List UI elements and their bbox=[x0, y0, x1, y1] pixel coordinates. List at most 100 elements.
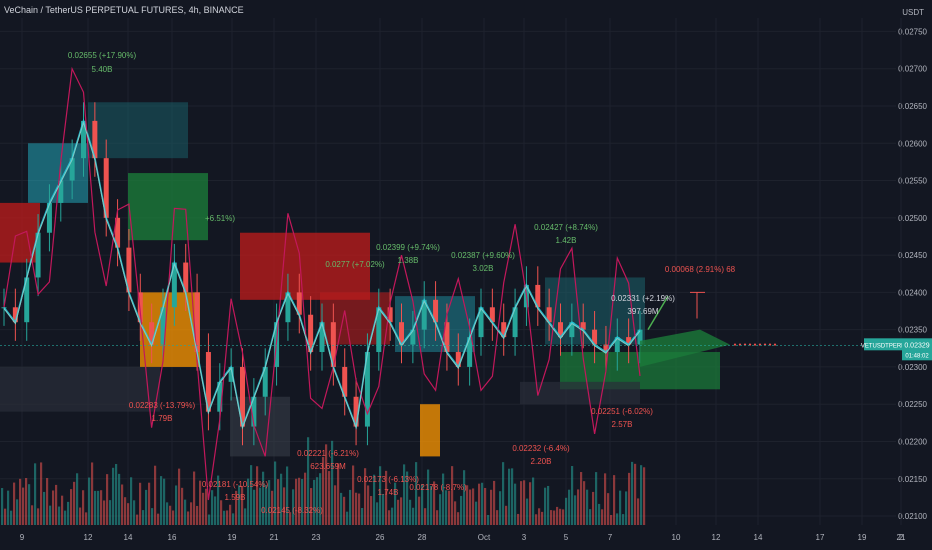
x-tick-label: 7 bbox=[608, 533, 613, 542]
candle-body[interactable] bbox=[580, 322, 586, 330]
volume-bar bbox=[403, 464, 406, 525]
volume-bar bbox=[448, 490, 451, 525]
candle-body[interactable] bbox=[569, 322, 575, 338]
volume-bar bbox=[391, 507, 394, 525]
volume-bar bbox=[382, 493, 385, 525]
volume-bar bbox=[28, 484, 31, 525]
candle-body[interactable] bbox=[308, 314, 314, 353]
candle-body[interactable] bbox=[69, 158, 75, 181]
volume-bar bbox=[298, 477, 301, 525]
candle-body[interactable] bbox=[535, 284, 541, 308]
volume-bar bbox=[100, 490, 103, 525]
candle-body[interactable] bbox=[467, 337, 473, 367]
volume-bar bbox=[226, 510, 229, 525]
candle-body[interactable] bbox=[364, 352, 370, 427]
volume-bar bbox=[406, 471, 409, 525]
candle-body[interactable] bbox=[81, 120, 86, 159]
candle-body[interactable] bbox=[58, 180, 64, 203]
volume-bar bbox=[409, 499, 412, 525]
volume-bar bbox=[205, 488, 208, 525]
candle-body[interactable] bbox=[46, 202, 52, 233]
x-tick-label: Oct bbox=[478, 533, 491, 542]
candle-body[interactable] bbox=[637, 329, 643, 345]
y-tick-label: 0.02100 bbox=[898, 512, 927, 521]
candle-body[interactable] bbox=[12, 307, 18, 323]
candle-body[interactable] bbox=[501, 322, 507, 338]
volume-bar bbox=[361, 508, 364, 525]
volume-bar bbox=[379, 466, 382, 525]
volume-bar bbox=[142, 510, 145, 525]
candle-body[interactable] bbox=[149, 322, 155, 345]
candle-body[interactable] bbox=[376, 307, 382, 353]
candle-body[interactable] bbox=[387, 307, 393, 323]
volume-bar bbox=[289, 512, 292, 525]
candle-body[interactable] bbox=[444, 322, 450, 353]
candle-body[interactable] bbox=[626, 337, 632, 345]
candle-body[interactable] bbox=[330, 322, 336, 367]
volume-bar bbox=[610, 514, 613, 525]
candle-body[interactable] bbox=[433, 299, 439, 323]
candle-body[interactable] bbox=[546, 307, 552, 323]
volume-bar bbox=[136, 514, 139, 525]
candle-body[interactable] bbox=[217, 381, 223, 412]
candle-body[interactable] bbox=[183, 262, 189, 293]
volume-bar bbox=[187, 511, 190, 525]
volume-bar bbox=[616, 513, 619, 525]
candle-body[interactable] bbox=[103, 158, 109, 218]
volume-bar bbox=[637, 498, 640, 525]
candle-body[interactable] bbox=[558, 322, 563, 338]
candle-body[interactable] bbox=[126, 247, 132, 293]
y-tick-label: 0.02200 bbox=[898, 437, 927, 446]
volume-bar bbox=[43, 491, 46, 525]
volume-bar bbox=[517, 513, 520, 525]
candle-body[interactable] bbox=[160, 307, 166, 345]
candle-body[interactable] bbox=[35, 232, 41, 278]
volume-bar bbox=[130, 477, 133, 525]
candle-body[interactable] bbox=[319, 322, 325, 353]
candle-body[interactable] bbox=[115, 217, 121, 248]
candle-body[interactable] bbox=[251, 396, 257, 427]
candle-body[interactable] bbox=[240, 366, 245, 427]
volume-bar bbox=[79, 507, 82, 525]
annotation-label: 2.20B bbox=[531, 457, 552, 466]
volume-bar bbox=[565, 497, 568, 525]
price-tag-value: 0.02329 bbox=[904, 342, 929, 349]
candle-body[interactable] bbox=[421, 299, 427, 330]
candle-body[interactable] bbox=[614, 337, 620, 353]
volume-bar bbox=[343, 496, 346, 525]
volume-bar bbox=[241, 485, 244, 525]
volume-bar bbox=[19, 478, 22, 525]
volume-bar bbox=[373, 474, 376, 525]
candle-body[interactable] bbox=[205, 352, 211, 412]
volume-bar bbox=[322, 457, 325, 525]
candle-body[interactable] bbox=[285, 292, 291, 323]
volume-bar bbox=[475, 501, 478, 525]
candle-body[interactable] bbox=[342, 366, 348, 397]
annotation-label: 0.02283 (-13.79%) bbox=[129, 401, 196, 410]
candle-body[interactable] bbox=[353, 396, 359, 427]
candle-body[interactable] bbox=[410, 329, 416, 345]
candle-body[interactable] bbox=[399, 322, 404, 345]
candle-body[interactable] bbox=[455, 352, 461, 367]
volume-bar bbox=[283, 487, 286, 525]
candle-body[interactable] bbox=[24, 277, 30, 323]
candle-body[interactable] bbox=[478, 307, 484, 338]
volume-bar bbox=[544, 487, 547, 525]
volume-bar bbox=[424, 508, 427, 525]
candle-body[interactable] bbox=[194, 292, 200, 353]
x-tick-label: 21 bbox=[897, 533, 906, 542]
volume-bar bbox=[595, 472, 598, 525]
candle-body[interactable] bbox=[171, 262, 177, 308]
volume-bar bbox=[562, 509, 565, 525]
candle-body[interactable] bbox=[592, 329, 598, 345]
candle-body[interactable] bbox=[92, 120, 98, 159]
candle-body[interactable] bbox=[603, 344, 609, 353]
candle-body[interactable] bbox=[262, 366, 268, 397]
candle-body[interactable] bbox=[228, 366, 234, 382]
candle-body[interactable] bbox=[296, 292, 302, 315]
candle-body[interactable] bbox=[489, 307, 495, 323]
candle-body[interactable] bbox=[512, 307, 518, 338]
volume-bar bbox=[169, 505, 172, 525]
